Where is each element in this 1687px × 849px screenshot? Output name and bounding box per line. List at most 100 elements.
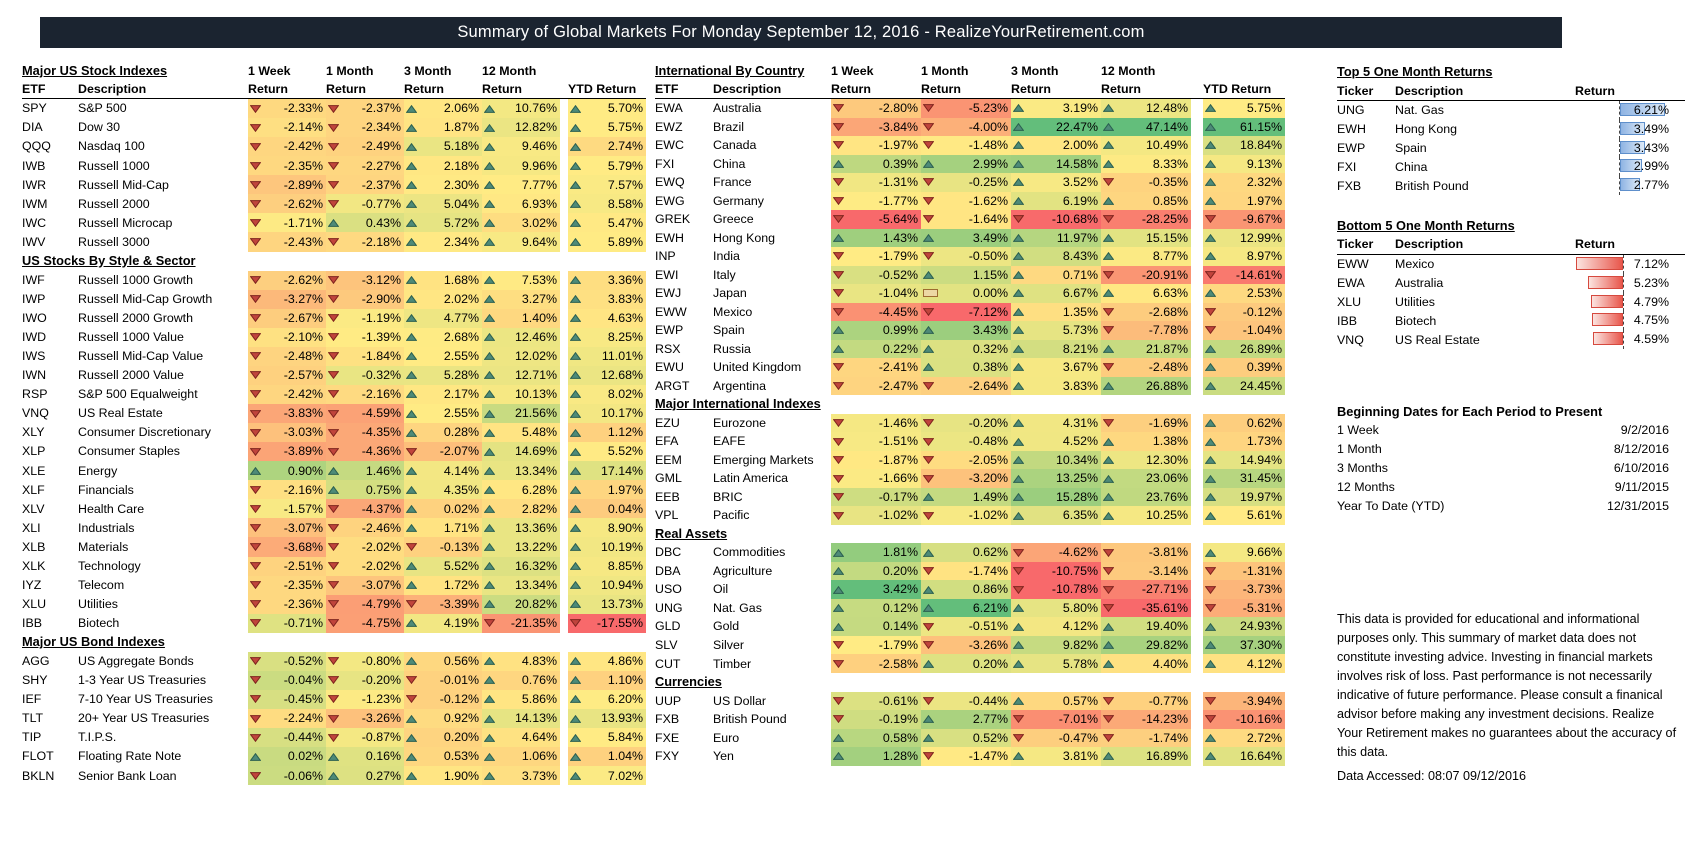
down-arrow-icon — [328, 238, 339, 246]
return-value: -10.78% — [1051, 582, 1098, 597]
up-arrow-icon — [570, 695, 581, 704]
column-gap — [560, 404, 568, 423]
return-value: 1.40% — [521, 311, 557, 326]
return-cell: 2.02% — [404, 289, 482, 309]
description-cell: T.I.P.S. — [78, 730, 117, 745]
return-value: 2.53% — [1246, 286, 1282, 301]
down-arrow-icon — [328, 524, 339, 532]
up-arrow-icon — [484, 390, 495, 399]
down-arrow-icon — [923, 252, 934, 261]
column-gap — [1191, 229, 1203, 248]
return-cell: -1.66% — [831, 469, 921, 488]
up-arrow-icon — [923, 493, 934, 501]
return-value: -0.61% — [878, 693, 918, 708]
up-arrow-icon — [923, 159, 934, 168]
return-value: 2.82% — [521, 501, 557, 516]
ticker-cell: CUT — [655, 656, 681, 671]
return-value: -1.79% — [878, 249, 918, 264]
column-gap — [1191, 432, 1203, 451]
up-arrow-icon — [570, 333, 581, 342]
description-cell: Utilities — [1395, 294, 1435, 309]
up-arrow-icon — [328, 218, 339, 227]
return-value: 6.63% — [1152, 286, 1188, 301]
return-value: -2.48% — [283, 349, 323, 364]
return-cell: -3.84% — [831, 117, 921, 137]
return-cell: -2.07% — [404, 442, 482, 462]
ytd-return-cell: 7.02% — [568, 766, 646, 786]
return-value: -2.24% — [283, 711, 323, 726]
return-value: -4.45% — [878, 304, 918, 319]
return-cell: -2.37% — [326, 175, 404, 195]
up-arrow-icon — [484, 523, 495, 532]
up-arrow-icon — [1013, 641, 1024, 650]
return-cell: -1.84% — [326, 346, 404, 366]
return-cell: -2.89% — [248, 175, 326, 195]
return-value: -1.46% — [878, 415, 918, 430]
ticker-cell: XLK — [22, 558, 46, 573]
return-value: 13.22% — [514, 539, 557, 554]
down-arrow-icon — [833, 659, 844, 668]
return-cell: 0.53% — [404, 747, 482, 767]
return-value: 9.96% — [521, 158, 557, 173]
description-header: Description — [1395, 83, 1464, 98]
up-arrow-icon — [406, 562, 417, 570]
ticker-cell: EWH — [1337, 122, 1366, 137]
return-value: -3.14% — [1148, 563, 1188, 578]
return-value: -0.17% — [878, 489, 918, 504]
return-value: 21.56% — [514, 406, 557, 421]
description-cell: 7-10 Year US Treasuries — [78, 692, 213, 707]
column-gap — [560, 290, 568, 309]
return-cell: -0.44% — [248, 728, 326, 748]
column-gap — [560, 442, 568, 461]
period-header: 1 Month — [921, 63, 969, 78]
up-arrow-icon — [1013, 659, 1024, 668]
column-gap — [560, 213, 568, 232]
return-value: 29.82% — [1145, 638, 1188, 652]
return-cell: -2.41% — [831, 358, 921, 377]
period-label: 3 Months — [1337, 461, 1388, 476]
up-arrow-icon — [406, 142, 417, 151]
table-row: SLV Silver -1.79% -3.26% 9.82% 29.82% 37.30% — [655, 635, 1285, 655]
right-panel: Top 5 One Month Returns Ticker Descripti… — [1337, 62, 1685, 783]
ticker-cell: XLB — [22, 539, 46, 554]
return-value: 23.76% — [1145, 489, 1188, 504]
up-arrow-icon — [1103, 752, 1114, 761]
return-header: Return — [1575, 83, 1615, 98]
ytd-return-cell: -14.61% — [1203, 265, 1285, 285]
ytd-return-cell: 1.97% — [1203, 191, 1285, 211]
down-arrow-icon — [328, 123, 339, 132]
return-cell: -3.03% — [248, 423, 326, 443]
return-cell: 13.34% — [482, 575, 560, 595]
description-cell: United Kingdom — [713, 360, 802, 375]
return-cell: 0.12% — [831, 598, 921, 618]
table-row: IWM Russell 2000 -2.62% -0.77% 5.04% 6.93% 8.5… — [22, 194, 646, 214]
return-cell: 0.58% — [831, 728, 921, 748]
down-arrow-icon — [250, 104, 261, 113]
up-arrow-icon — [484, 752, 495, 761]
description-cell: Germany — [713, 193, 764, 208]
return-value: 1.46% — [365, 463, 401, 478]
description-cell: US Real Estate — [1395, 332, 1480, 347]
up-arrow-icon — [1013, 419, 1024, 427]
return-value: -4.35% — [361, 425, 401, 440]
down-arrow-icon — [833, 715, 844, 724]
down-arrow-icon — [328, 695, 339, 704]
return-value: 0.16% — [365, 749, 401, 764]
return-value: -10.16% — [1235, 712, 1282, 727]
down-arrow-icon — [833, 382, 844, 390]
ticker-cell: GML — [655, 471, 682, 486]
return-value: -5.64% — [878, 212, 918, 227]
table-row: FXE Euro 0.58% 0.52% -0.47% -1.74% 2.72% — [655, 728, 1285, 748]
return-cell: -1.74% — [1101, 728, 1191, 748]
return-value: 2.32% — [1246, 175, 1282, 190]
up-arrow-icon — [1013, 622, 1024, 631]
return-value: 7.12% — [1633, 256, 1669, 271]
ticker-cell: DBA — [655, 563, 681, 578]
return-cell: -2.57% — [248, 365, 326, 385]
up-arrow-icon — [923, 233, 934, 242]
return-value: 0.02% — [443, 501, 479, 516]
return-value: 5.52% — [443, 558, 479, 573]
return-value: 0.62% — [972, 545, 1008, 560]
return-value: 0.27% — [365, 768, 401, 783]
table-row: FLOT Floating Rate Note 0.02% 0.16% 0.53% 1.0… — [22, 747, 646, 767]
